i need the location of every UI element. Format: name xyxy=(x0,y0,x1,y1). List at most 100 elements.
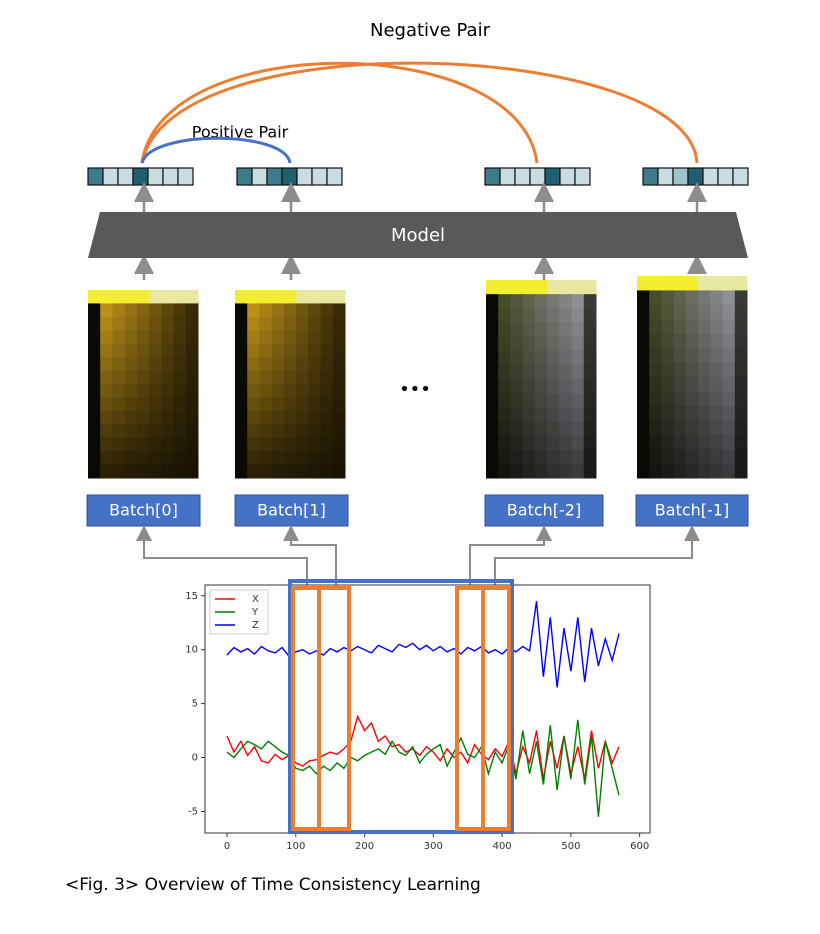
heatmap-cell xyxy=(734,434,748,450)
heatmap-cell xyxy=(136,343,150,358)
heatmap-cell xyxy=(722,362,736,378)
heatmap-cell xyxy=(673,420,687,436)
heatmap-cell xyxy=(734,333,748,349)
heatmap-cell xyxy=(247,451,260,466)
heatmap-cell xyxy=(522,364,536,380)
heatmap-cell xyxy=(149,424,162,439)
heatmap-cell xyxy=(332,303,346,318)
heatmap-cell xyxy=(247,424,260,439)
heatmap-cell xyxy=(722,276,736,291)
heatmap-cell xyxy=(124,290,138,304)
heatmap-cell xyxy=(722,391,736,407)
heatmap-cell xyxy=(332,384,346,398)
heatmap-cell xyxy=(173,357,187,372)
heatmap-cell xyxy=(510,364,524,380)
heatmap-cell xyxy=(734,391,748,407)
heatmap-cell xyxy=(547,294,560,309)
heatmap-cell xyxy=(296,410,309,425)
heatmap-cell xyxy=(185,303,199,318)
heatmap-cell xyxy=(320,424,334,439)
heatmap-cell xyxy=(88,464,101,479)
heatmap-cell xyxy=(149,370,162,385)
heatmap-cell xyxy=(283,451,297,466)
heatmap-cell xyxy=(271,343,285,358)
heatmap-cell xyxy=(571,336,585,352)
heatmap-cell xyxy=(559,294,573,309)
heatmap-cell xyxy=(685,434,699,450)
heatmap-cell xyxy=(559,364,573,380)
heatmap-cell xyxy=(486,435,499,451)
heatmap-cell xyxy=(673,276,687,291)
heatmap-cell xyxy=(320,357,334,372)
heatmap-cell xyxy=(722,449,736,465)
heatmap-cell xyxy=(710,276,724,291)
heatmap-cell xyxy=(734,348,748,364)
heatmap-cell xyxy=(571,435,585,451)
batch-box xyxy=(86,494,201,527)
heatmap-cell xyxy=(136,410,150,425)
heatmap-cell xyxy=(161,397,175,412)
vector-cell xyxy=(559,167,576,186)
heatmap-cell xyxy=(559,350,573,366)
heatmap-cell xyxy=(547,364,560,380)
heatmap-cell xyxy=(235,464,248,479)
heatmap-cell xyxy=(88,437,101,452)
heatmap-cell xyxy=(259,410,273,425)
heatmap-cell xyxy=(271,437,285,452)
vector-cell xyxy=(687,167,704,186)
heatmap-cell xyxy=(734,304,748,320)
heatmap-cell xyxy=(136,330,150,345)
heatmap-cell xyxy=(247,357,260,372)
heatmap-cell xyxy=(661,420,675,436)
heatmap-cell xyxy=(308,384,322,398)
heatmap-cell xyxy=(136,437,150,452)
heatmap-cell xyxy=(173,437,187,452)
heatmap-cell xyxy=(510,407,524,422)
heatmap-cell xyxy=(510,421,524,437)
heatmap-cell xyxy=(571,421,585,437)
heatmap-cell xyxy=(498,336,511,352)
heatmap-cell xyxy=(173,316,187,331)
heatmap-cell xyxy=(247,410,260,425)
heatmap-cell xyxy=(149,303,162,318)
heatmap-cell xyxy=(661,434,675,450)
heatmap-cell xyxy=(149,410,162,425)
heatmap-cell xyxy=(112,397,126,412)
heatmap-cell xyxy=(547,322,560,338)
heatmap-cell xyxy=(637,276,650,291)
heatmap-cell xyxy=(296,437,309,452)
legend-label: Z xyxy=(252,620,259,631)
heatmap-cell xyxy=(259,370,273,385)
heatmap-cell xyxy=(173,424,187,439)
x-tick-label: 600 xyxy=(630,841,649,852)
positive-pair-label: Positive Pair xyxy=(192,123,289,142)
heatmap-cell xyxy=(235,370,248,385)
heatmap-cell xyxy=(522,463,536,479)
heatmap-cell xyxy=(498,322,511,338)
heatmap-cell xyxy=(259,330,273,345)
heatmap-cell xyxy=(235,330,248,345)
heatmap-cell xyxy=(161,437,175,452)
heatmap-cell xyxy=(100,437,113,452)
heatmap-cell xyxy=(486,449,499,465)
heatmap-cell xyxy=(136,357,150,372)
vector-cell xyxy=(236,167,253,186)
heatmap-cell xyxy=(235,343,248,358)
heatmap-cell xyxy=(124,343,138,358)
heatmap-cell xyxy=(722,333,736,349)
heatmap-cell xyxy=(637,405,650,421)
heatmap-cell xyxy=(100,303,113,318)
heatmap-cell xyxy=(320,370,334,385)
heatmap-cell xyxy=(534,407,548,422)
x-tick-label: 400 xyxy=(493,841,512,852)
heatmap-cell xyxy=(734,463,748,479)
heatmap-cell xyxy=(685,362,699,378)
heatmap-cell xyxy=(685,463,699,479)
heatmap-cell xyxy=(136,316,150,331)
vector-cell xyxy=(266,167,283,186)
heatmap-cell xyxy=(100,410,113,425)
heatmap-cell xyxy=(698,391,711,407)
heatmap-cell xyxy=(673,304,687,320)
heatmap-cell xyxy=(136,397,150,412)
heatmap-cell xyxy=(637,348,650,364)
